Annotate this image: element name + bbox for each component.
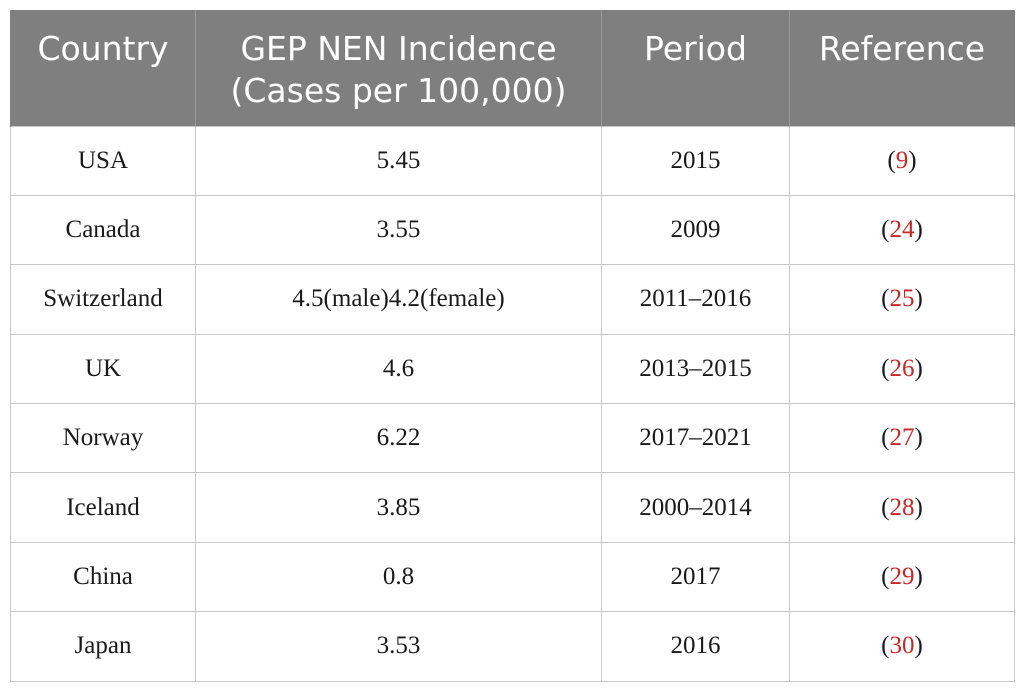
table-header: Country GEP NEN Incidence (Cases per 100… [10,10,1015,126]
table-row: USA 5.45 2015 (9) [10,125,1015,196]
table-row: Norway 6.22 2017–2021 (27) [10,403,1015,474]
cell-incidence: 3.85 [195,472,602,543]
cell-period: 2011–2016 [601,264,790,335]
table-row: China 0.8 2017 (29) [10,541,1015,613]
cell-incidence: 0.8 [195,541,602,613]
cell-period: 2013–2015 [601,333,790,405]
cell-period: 2000–2014 [601,472,790,543]
cell-reference: (29) [789,541,1015,613]
cell-reference: (25) [789,264,1015,335]
incidence-table: Country GEP NEN Incidence (Cases per 100… [10,10,1015,682]
cell-incidence: 4.6 [195,333,602,405]
cell-period: 2017–2021 [601,403,790,474]
table-row: Canada 3.55 2009 (24) [10,194,1015,266]
header-incidence-line2: (Cases per 100,000) [230,71,567,110]
cell-reference: (30) [789,611,1015,682]
cell-country: Iceland [10,472,196,543]
table-body: USA 5.45 2015 (9) Canada 3.55 2009 (24) … [10,125,1015,682]
table-row: Iceland 3.85 2000–2014 (28) [10,472,1015,543]
reference-link[interactable]: 9 [895,146,909,174]
cell-reference: (26) [789,333,1015,405]
cell-incidence: 4.5(male)4.2(female) [195,264,602,335]
cell-country: Switzerland [10,264,196,335]
reference-link[interactable]: 28 [889,493,915,521]
cell-reference: (24) [789,194,1015,266]
table-row: Switzerland 4.5(male)4.2(female) 2011–20… [10,264,1015,335]
table-row: Japan 3.53 2016 (30) [10,611,1015,682]
header-reference: Reference [789,10,1015,126]
header-row: Country GEP NEN Incidence (Cases per 100… [10,10,1015,126]
table-row: UK 4.6 2013–2015 (26) [10,333,1015,405]
cell-country: Canada [10,194,196,266]
header-incidence-line1: GEP NEN Incidence [240,29,557,68]
cell-country: China [10,541,196,613]
reference-link[interactable]: 25 [889,285,915,313]
reference-link[interactable]: 26 [889,354,915,382]
cell-reference: (9) [789,125,1015,196]
cell-country: UK [10,333,196,405]
cell-period: 2016 [601,611,790,682]
cell-period: 2017 [601,541,790,613]
reference-link[interactable]: 24 [889,216,915,244]
cell-period: 2015 [601,125,790,196]
cell-incidence: 3.55 [195,194,602,266]
reference-link[interactable]: 30 [889,632,915,660]
cell-incidence: 5.45 [195,125,602,196]
reference-link[interactable]: 27 [889,424,915,452]
cell-reference: (28) [789,472,1015,543]
cell-country: USA [10,125,196,196]
header-incidence: GEP NEN Incidence (Cases per 100,000) [195,10,602,126]
cell-country: Japan [10,611,196,682]
cell-country: Norway [10,403,196,474]
reference-link[interactable]: 29 [889,563,915,591]
cell-incidence: 6.22 [195,403,602,474]
cell-reference: (27) [789,403,1015,474]
header-period: Period [601,10,790,126]
cell-period: 2009 [601,194,790,266]
cell-incidence: 3.53 [195,611,602,682]
header-country: Country [10,10,196,126]
